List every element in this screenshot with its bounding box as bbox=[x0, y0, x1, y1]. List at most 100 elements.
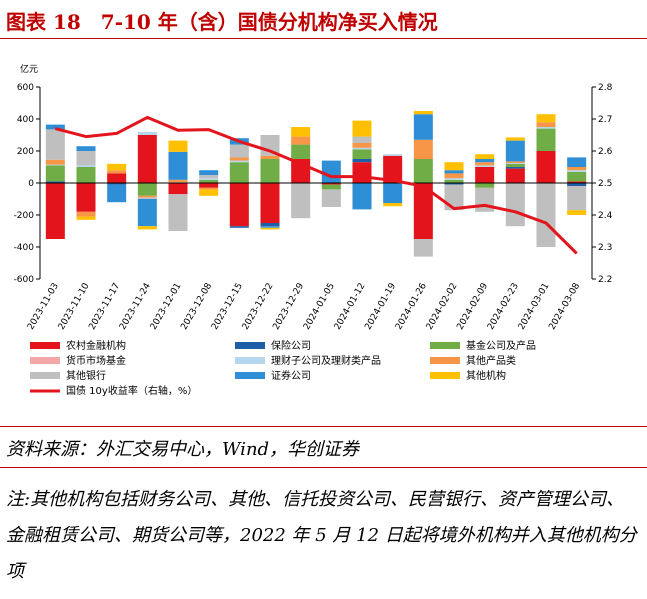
bar-segment bbox=[444, 173, 464, 179]
bar-segment bbox=[383, 203, 403, 207]
bar-segment bbox=[536, 114, 556, 123]
bar-segment bbox=[45, 183, 65, 239]
x-tick-label: 2024-03-01 bbox=[517, 282, 552, 332]
bar-segment bbox=[567, 210, 587, 215]
bar-segment bbox=[475, 154, 495, 159]
bar-segment bbox=[567, 186, 587, 211]
bar-segment bbox=[229, 160, 249, 163]
y2-tick-label: 2.8 bbox=[598, 83, 613, 93]
bar-segment bbox=[352, 120, 372, 137]
bar-segment bbox=[536, 127, 556, 129]
x-tick-label: 2023-11-24 bbox=[118, 281, 153, 332]
bar-segment bbox=[260, 227, 280, 230]
bar-segment bbox=[413, 111, 433, 115]
legend-label: 其他机构 bbox=[466, 369, 506, 382]
y-axis-label: 亿元 bbox=[20, 63, 38, 75]
bar-segment bbox=[229, 144, 249, 158]
legend-label: 其他产品类 bbox=[466, 354, 516, 367]
y-tick-label: -600 bbox=[14, 275, 35, 285]
legend-label: 货币市场基金 bbox=[66, 354, 126, 367]
note-text: 注:其他机构包括财务公司、其他、信托投资公司、民营银行、资产管理公司、金融租赁公… bbox=[6, 489, 637, 582]
legend-swatch bbox=[30, 372, 60, 379]
legend-label: 理财子公司及理财类产品 bbox=[271, 354, 381, 367]
bar-segment bbox=[444, 162, 464, 171]
bar-segment bbox=[291, 144, 311, 159]
bar-segment bbox=[137, 197, 157, 199]
bar-segment bbox=[45, 165, 65, 182]
bar-segment bbox=[229, 157, 249, 161]
bar-segment bbox=[76, 165, 96, 167]
bar-segment bbox=[291, 136, 311, 145]
bar-segment bbox=[321, 183, 341, 185]
y-tick-label: 400 bbox=[17, 115, 34, 125]
bar-segment bbox=[383, 154, 403, 156]
y2-tick-label: 2.5 bbox=[598, 179, 612, 189]
bar-segment bbox=[321, 160, 341, 183]
bar-segment bbox=[475, 159, 495, 163]
bar-segment bbox=[137, 195, 157, 198]
bar-segment bbox=[352, 183, 372, 210]
x-tick-label: 2023-12-15 bbox=[210, 282, 245, 332]
legend-swatch bbox=[430, 357, 460, 364]
bar-segment bbox=[168, 179, 188, 183]
y2-tick-label: 2.4 bbox=[598, 211, 613, 221]
bar-segment bbox=[567, 167, 587, 171]
x-tick-label: 2024-02-02 bbox=[425, 282, 460, 332]
stacked-bar-chart: 亿元 -600 -400 -200 0 200 400 600 2.2 2.3 2.4 2.5 2.6… bbox=[14, 63, 613, 397]
bar-segment bbox=[107, 163, 127, 171]
legend-swatch bbox=[235, 342, 265, 349]
bar-segment bbox=[76, 183, 96, 212]
y2-tick-label: 2.7 bbox=[598, 115, 612, 125]
y2-tick-label: 2.6 bbox=[598, 147, 613, 157]
bar-segment bbox=[413, 239, 433, 257]
bar-segment bbox=[505, 137, 525, 141]
x-tick-label: 2023-11-17 bbox=[87, 282, 122, 332]
bar-segment bbox=[199, 189, 219, 196]
bar-segment bbox=[199, 170, 219, 175]
legend-swatch bbox=[235, 372, 265, 379]
bar-segment bbox=[352, 147, 372, 150]
x-tick-label: 2024-01-05 bbox=[302, 282, 337, 332]
bar-segment bbox=[536, 128, 556, 151]
bar-segment bbox=[199, 179, 219, 183]
y-tick-label: 0 bbox=[28, 179, 34, 189]
bar-segment bbox=[107, 183, 127, 185]
y-tick-label: -200 bbox=[14, 211, 35, 221]
bar-segment bbox=[413, 159, 433, 183]
bar-segment bbox=[137, 131, 157, 135]
bar-segment bbox=[383, 155, 403, 183]
bar-segment bbox=[444, 179, 464, 183]
legend-label: 国债 10y收益率（右轴，%） bbox=[66, 384, 197, 397]
bar-segment bbox=[321, 184, 341, 190]
bar-segment bbox=[45, 159, 65, 165]
bar-segment bbox=[199, 175, 219, 179]
legend-label: 农村金融机构 bbox=[66, 339, 126, 352]
bar-segment bbox=[229, 183, 249, 227]
bar-segment bbox=[413, 114, 433, 140]
bar-segment bbox=[567, 170, 587, 172]
bar-segment bbox=[505, 163, 525, 164]
bar-segment bbox=[137, 199, 157, 227]
bar-segment bbox=[505, 167, 525, 169]
bar-segment bbox=[567, 157, 587, 167]
bar-segment bbox=[45, 164, 65, 166]
bar-segment bbox=[413, 139, 433, 159]
bar-segment bbox=[45, 129, 65, 160]
bar-segment bbox=[475, 162, 495, 166]
bar-segment bbox=[413, 183, 433, 239]
bar-segment bbox=[137, 183, 157, 196]
bar-segment bbox=[352, 149, 372, 159]
bar-segment bbox=[321, 189, 341, 207]
bar-segment bbox=[352, 162, 372, 183]
source-bar: 资料来源：外汇交易中心，Wind，华创证券 bbox=[0, 426, 647, 468]
bar-segment bbox=[444, 170, 464, 174]
bar-segment bbox=[536, 183, 556, 247]
bar-segment bbox=[168, 194, 188, 231]
bar-segment bbox=[536, 151, 556, 183]
legend-swatch bbox=[30, 357, 60, 364]
bar-segment bbox=[260, 159, 280, 183]
bar-segment bbox=[76, 216, 96, 220]
y-axis-label-group: 亿元 bbox=[20, 63, 38, 75]
bar-segment bbox=[168, 140, 188, 152]
y2-tick-label: 2.3 bbox=[598, 243, 612, 253]
